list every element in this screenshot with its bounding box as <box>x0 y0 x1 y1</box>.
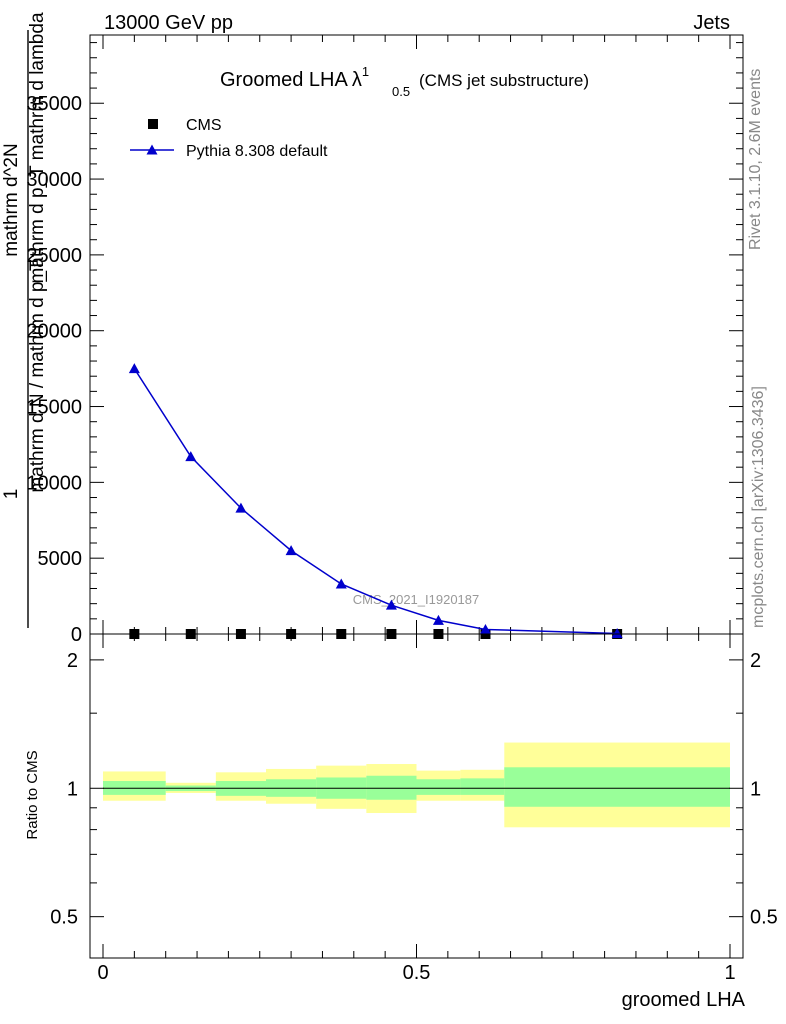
pythia-point <box>385 599 397 610</box>
ratio-y-tick-label-right: 2 <box>750 650 761 672</box>
x-tick-label: 0.5 <box>403 962 431 984</box>
legend-cms-marker <box>148 119 158 129</box>
legend-pythia-marker <box>146 144 158 155</box>
pythia-point <box>285 545 297 556</box>
pythia-point <box>128 363 140 374</box>
ratio-y-tick-label: 2 <box>67 650 78 672</box>
y-tick-label: 5000 <box>38 548 83 570</box>
main-ylabel: 1 mathrm d N / mathrm d p_T mathrm d^2N … <box>1 12 48 628</box>
ratio-stat-band <box>460 778 505 795</box>
y-tick-label: 0 <box>71 624 82 646</box>
legend-cms-label: CMS <box>186 117 222 134</box>
y-tick-label: 35000 <box>26 93 82 115</box>
ylabel-denominator-2: mathrm d p_T mathrm d lambda <box>27 12 48 283</box>
analysis-watermark: CMS_2021_I1920187 <box>353 592 480 607</box>
energy-label: 13000 GeV pp <box>104 12 233 34</box>
ratio-stat-band <box>366 775 417 800</box>
ratio-y-tick-label: 0.5 <box>50 907 78 929</box>
plot-title: Groomed LHA λ1 <box>220 64 369 91</box>
ratio-ylabel: Ratio to CMS <box>24 750 41 839</box>
y-tick-label: 10000 <box>26 472 82 494</box>
pythia-point <box>432 614 444 625</box>
pythia-point <box>235 502 247 513</box>
y-tick-label: 15000 <box>26 397 82 419</box>
y-tick-label: 20000 <box>26 321 82 343</box>
y-tick-label: 30000 <box>26 169 82 191</box>
ratio-y-tick-label-right: 0.5 <box>750 907 778 929</box>
ratio-panel: 0.5 0.5 1 1 2 2 0 0.5 1 <box>50 633 778 984</box>
ratio-y-tick-label-right: 1 <box>750 778 761 800</box>
legend: CMS Pythia 8.308 default <box>130 117 328 160</box>
pythia-point <box>335 578 347 589</box>
x-tick-label: 1 <box>724 962 735 984</box>
ylabel-numerator-1: 1 <box>1 489 22 500</box>
y-tick-label: 25000 <box>26 245 82 267</box>
ylabel-denominator-1: mathrm d N / mathrm d p_T <box>27 259 48 493</box>
plot-title-subscript: 0.5 <box>392 84 410 99</box>
pythia-point <box>611 628 623 639</box>
process-label: Jets <box>693 12 730 34</box>
main-panel: 0 5000 10000 15000 20000 25000 30000 35000 <box>26 34 744 646</box>
ratio-stat-band <box>504 767 730 807</box>
legend-pythia-label: Pythia 8.308 default <box>186 143 328 160</box>
plot-subtitle: (CMS jet substructure) <box>419 71 589 90</box>
pythia-point <box>479 623 491 634</box>
x-tick-label: 0 <box>97 962 108 984</box>
pythia-point <box>185 451 197 462</box>
ylabel-numerator-2: mathrm d^2N <box>1 143 22 256</box>
mcplots-label: mcplots.cern.ch [arXiv:1306.3436] <box>750 386 767 628</box>
x-axis-label: groomed LHA <box>622 989 746 1011</box>
ratio-stat-band <box>416 779 461 795</box>
rivet-version-label: Rivet 3.1.10, 2.6M events <box>747 69 764 250</box>
ratio-y-tick-label: 1 <box>67 778 78 800</box>
